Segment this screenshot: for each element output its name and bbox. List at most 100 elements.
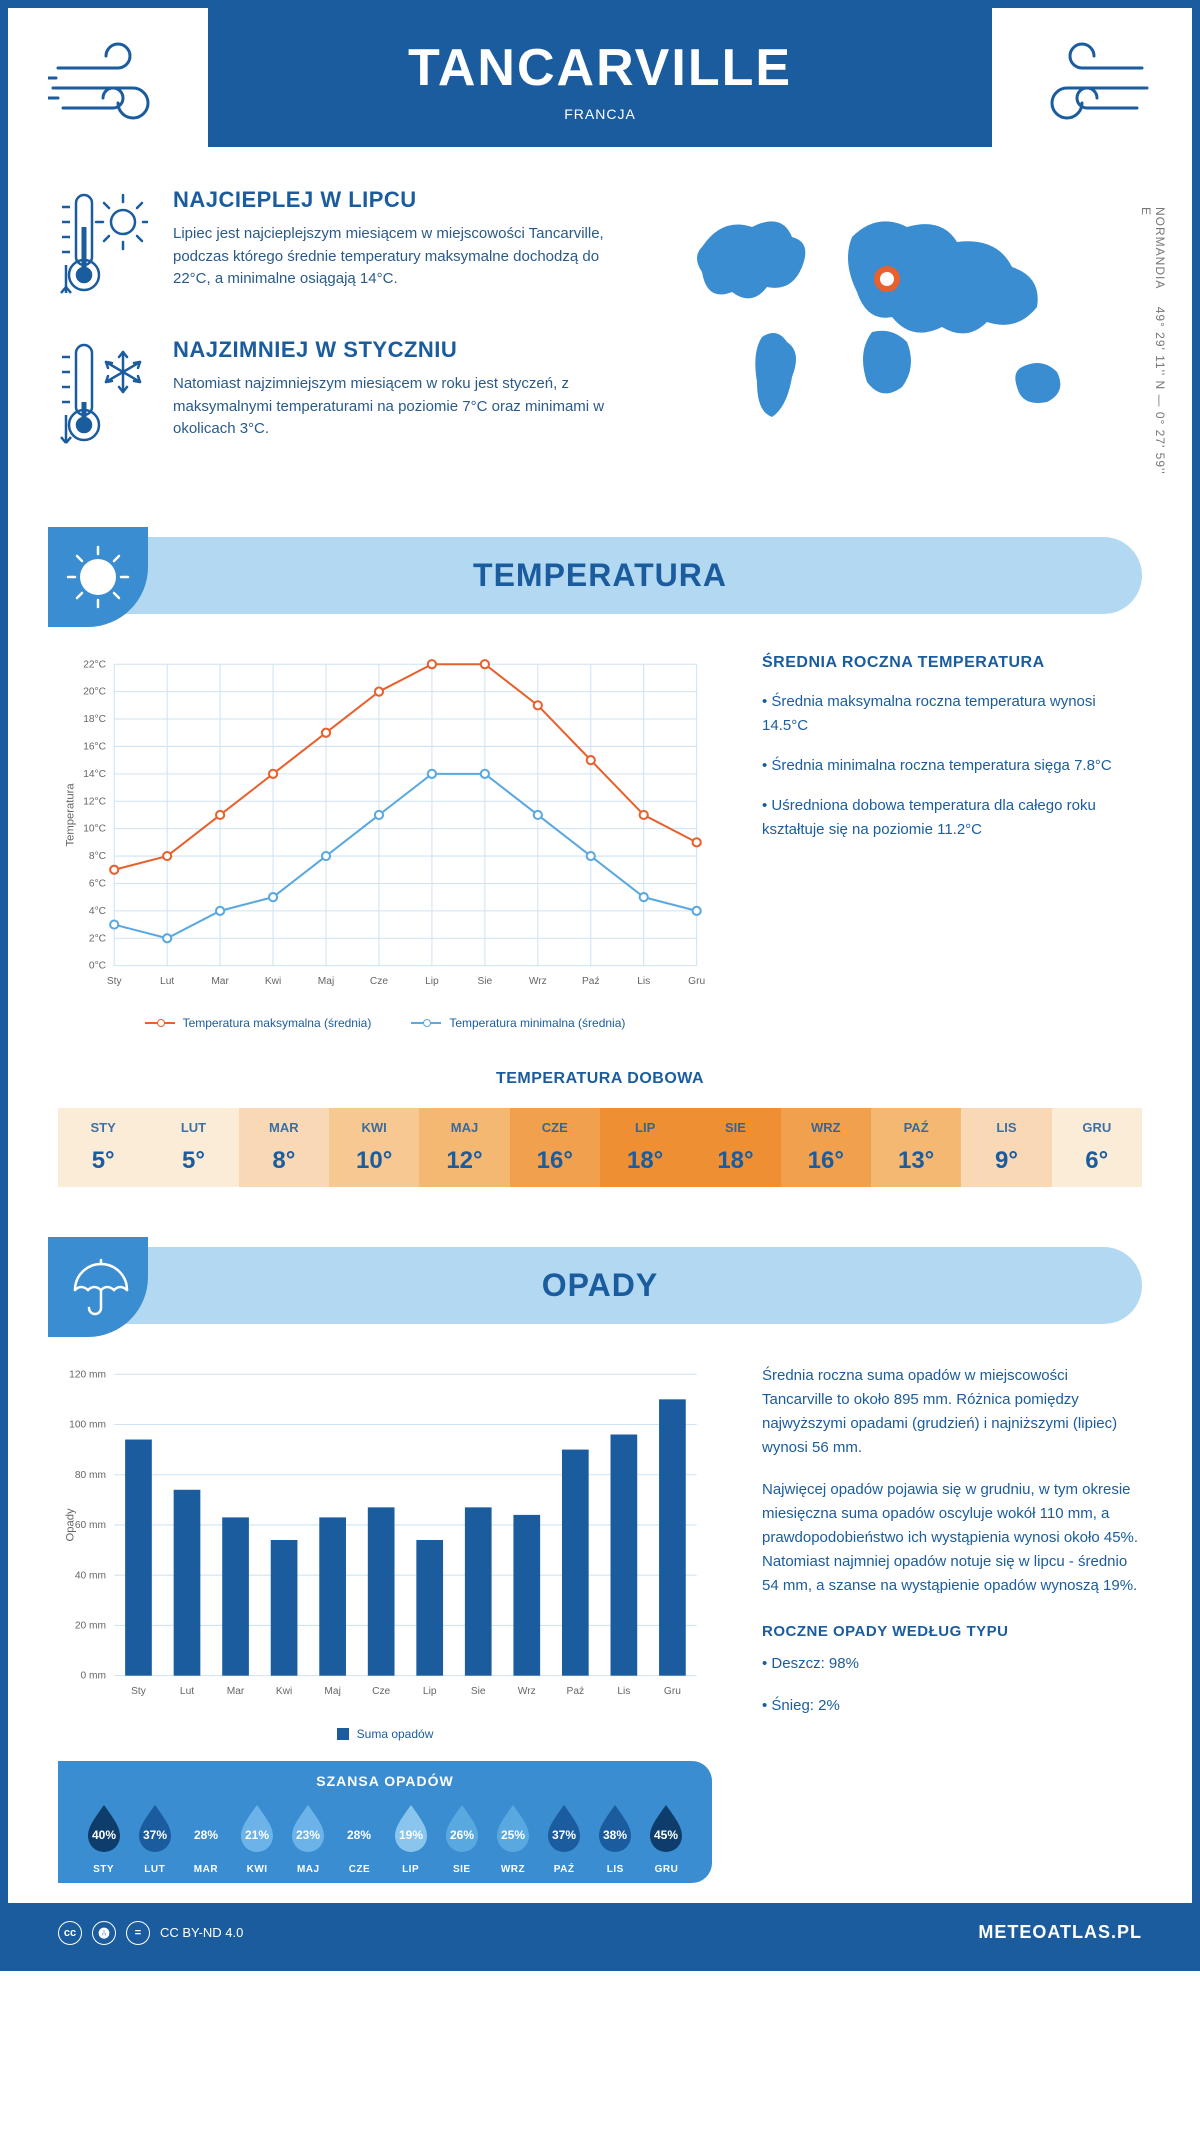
legend-precip: Suma opadów [337, 1727, 434, 1741]
chance-cell: 28% CZE [334, 1801, 385, 1875]
daily-temp-cell: LUT5° [148, 1108, 238, 1187]
temp-stat-item: • Uśredniona dobowa temperatura dla całe… [762, 794, 1142, 842]
temperature-line-chart: 0°C2°C4°C6°C8°C10°C12°C14°C16°C18°C20°C2… [58, 654, 712, 1001]
brand: METEOATLAS.PL [978, 1922, 1142, 1943]
svg-text:12°C: 12°C [83, 796, 106, 807]
svg-text:40%: 40% [92, 1828, 116, 1842]
page-title: TANCARVILLE [228, 38, 972, 98]
svg-text:22°C: 22°C [83, 659, 106, 670]
svg-text:Paź: Paź [582, 976, 600, 987]
svg-text:0 mm: 0 mm [81, 1671, 107, 1682]
footer: cc 🅐 = CC BY-ND 4.0 METEOATLAS.PL [8, 1903, 1192, 1963]
daily-temp-cell: CZE16° [510, 1108, 600, 1187]
svg-text:Lis: Lis [617, 1687, 630, 1698]
temp-stat-item: • Średnia maksymalna roczna temperatura … [762, 690, 1142, 738]
svg-text:Sty: Sty [131, 1687, 147, 1698]
svg-text:Gru: Gru [664, 1687, 681, 1698]
svg-text:Wrz: Wrz [529, 976, 547, 987]
temp-stats-title: ŚREDNIA ROCZNA TEMPERATURA [762, 654, 1142, 672]
svg-text:18°C: 18°C [83, 714, 106, 725]
svg-text:Gru: Gru [688, 976, 705, 987]
chance-cell: 37% PAŹ [539, 1801, 590, 1875]
wind-icon [48, 38, 188, 133]
svg-text:6°C: 6°C [89, 879, 106, 890]
warmest-text: Lipiec jest najcieplejszym miesiącem w m… [173, 223, 622, 291]
svg-text:38%: 38% [603, 1828, 627, 1842]
svg-text:Paź: Paź [567, 1687, 585, 1698]
precip-bar-chart: 0 mm20 mm40 mm60 mm80 mm100 mm120 mmOpad… [58, 1364, 712, 1711]
svg-text:100 mm: 100 mm [69, 1420, 106, 1431]
sun-icon [48, 527, 148, 627]
svg-text:40 mm: 40 mm [75, 1571, 106, 1582]
chance-cell: 26% SIE [436, 1801, 487, 1875]
wind-icon [1012, 38, 1152, 133]
svg-text:26%: 26% [450, 1828, 474, 1842]
warmest-block: NAJCIEPLEJ W LIPCU Lipiec jest najcieple… [58, 187, 622, 302]
svg-text:25%: 25% [501, 1828, 525, 1842]
svg-text:20°C: 20°C [83, 687, 106, 698]
chance-cell: 19% LIP [385, 1801, 436, 1875]
daily-temp-cell: LIS9° [961, 1108, 1051, 1187]
coldest-text: Natomiast najzimniejszym miesiącem w rok… [173, 373, 622, 441]
svg-text:23%: 23% [296, 1828, 320, 1842]
svg-text:Temperatura: Temperatura [64, 783, 76, 847]
chance-cell: 38% LIS [590, 1801, 641, 1875]
svg-text:Mar: Mar [211, 976, 229, 987]
svg-text:2°C: 2°C [89, 933, 106, 944]
svg-text:19%: 19% [399, 1828, 423, 1842]
svg-text:Sty: Sty [107, 976, 123, 987]
coldest-block: NAJZIMNIEJ W STYCZNIU Natomiast najzimni… [58, 337, 622, 452]
chance-cell: 28% MAR [180, 1801, 231, 1875]
chance-cell: 25% WRZ [487, 1801, 538, 1875]
svg-text:28%: 28% [194, 1828, 218, 1842]
coldest-title: NAJZIMNIEJ W STYCZNIU [173, 337, 622, 363]
chance-cell: 23% MAJ [283, 1801, 334, 1875]
svg-text:20 mm: 20 mm [75, 1621, 106, 1632]
svg-text:Lut: Lut [180, 1687, 194, 1698]
svg-text:4°C: 4°C [89, 906, 106, 917]
legend-min: Temperatura minimalna (średnia) [411, 1016, 625, 1030]
daily-temp-cell: PAŹ13° [871, 1108, 961, 1187]
svg-text:Cze: Cze [372, 1687, 390, 1698]
svg-text:37%: 37% [143, 1828, 167, 1842]
by-icon: 🅐 [92, 1921, 116, 1945]
precip-type-item: • Śnieg: 2% [762, 1694, 1142, 1718]
svg-text:16°C: 16°C [83, 741, 106, 752]
svg-text:Maj: Maj [324, 1687, 340, 1698]
svg-text:10°C: 10°C [83, 824, 106, 835]
legend-max: Temperatura maksymalna (średnia) [145, 1016, 372, 1030]
precip-paragraph: Najwięcej opadów pojawia się w grudniu, … [762, 1478, 1142, 1598]
umbrella-icon [48, 1237, 148, 1337]
thermometer-snow-icon [58, 337, 148, 452]
daily-temp-cell: LIP18° [600, 1108, 690, 1187]
world-map [662, 187, 1122, 447]
svg-text:Mar: Mar [227, 1687, 245, 1698]
svg-text:28%: 28% [347, 1828, 371, 1842]
precip-type-title: ROCZNE OPADY WEDŁUG TYPU [762, 1623, 1142, 1640]
svg-text:60 mm: 60 mm [75, 1520, 106, 1531]
thermometer-sun-icon [58, 187, 148, 302]
nd-icon: = [126, 1921, 150, 1945]
daily-temp-cell: SIE18° [690, 1108, 780, 1187]
temperature-section-header: TEMPERATURA [58, 537, 1142, 614]
daily-temp-cell: MAR8° [239, 1108, 329, 1187]
svg-text:0°C: 0°C [89, 961, 106, 972]
daily-temp-grid: STY5°LUT5°MAR8°KWI10°MAJ12°CZE16°LIP18°S… [58, 1108, 1142, 1187]
svg-text:Sie: Sie [477, 976, 492, 987]
coordinates: NORMANDIA 49° 29' 11'' N — 0° 27' 59'' E [1139, 207, 1167, 487]
warmest-title: NAJCIEPLEJ W LIPCU [173, 187, 622, 213]
chance-cell: 40% STY [78, 1801, 129, 1875]
svg-text:14°C: 14°C [83, 769, 106, 780]
chance-cell: 45% GRU [641, 1801, 692, 1875]
svg-text:37%: 37% [552, 1828, 576, 1842]
svg-text:120 mm: 120 mm [69, 1370, 106, 1381]
license-text: CC BY-ND 4.0 [160, 1925, 243, 1940]
svg-text:Lis: Lis [637, 976, 650, 987]
daily-temp-cell: GRU6° [1052, 1108, 1142, 1187]
svg-text:Kwi: Kwi [276, 1687, 292, 1698]
svg-text:Cze: Cze [370, 976, 388, 987]
cc-icon: cc [58, 1921, 82, 1945]
svg-text:Sie: Sie [471, 1687, 486, 1698]
svg-text:80 mm: 80 mm [75, 1470, 106, 1481]
daily-temp-cell: MAJ12° [419, 1108, 509, 1187]
